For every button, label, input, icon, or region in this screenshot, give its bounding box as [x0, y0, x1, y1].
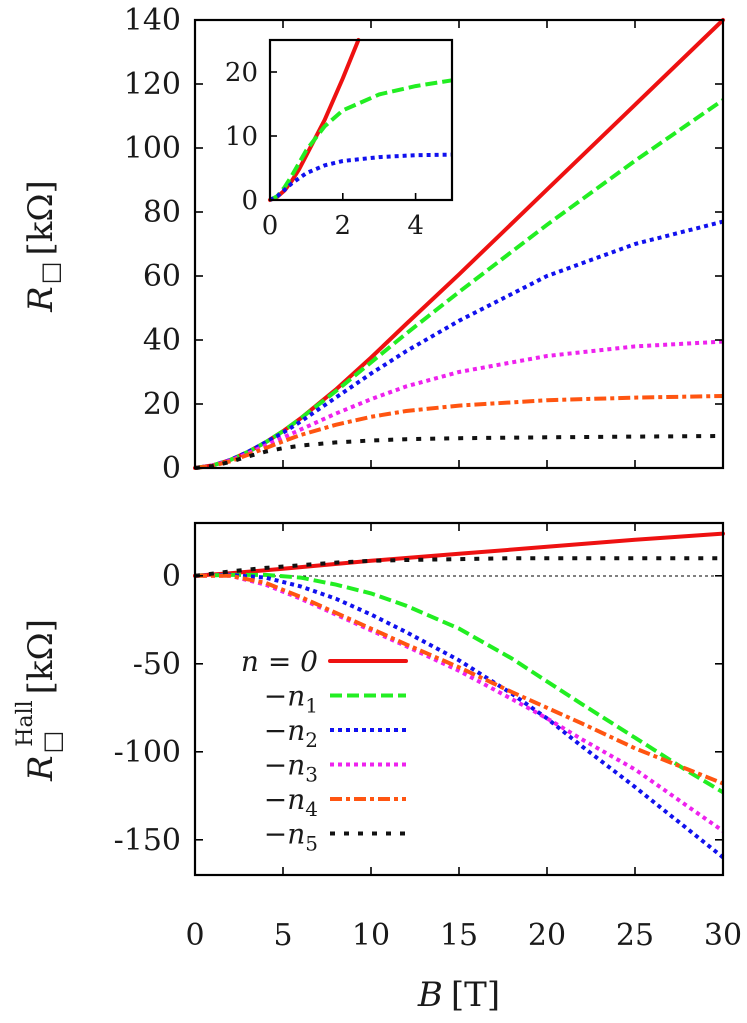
bottom-x-tick-label: 25 [616, 918, 654, 953]
bottom-y-axis-label: R□Hall[kΩ] [13, 619, 66, 782]
bottom-x-tick-label: 15 [440, 918, 478, 953]
bottom-series-n5-line [194, 556, 723, 578]
top-y-tick-label: 20 [143, 387, 181, 422]
inset-x-tick-label: 0 [262, 211, 279, 241]
bottom-x-tick-label: 30 [704, 918, 742, 953]
inset-plot-frame [268, 38, 454, 202]
bottom-panel: 0 -50 -100 -150 0 5 10 15 20 25 30 R□Hall[kΩ] B [T] [13, 521, 742, 1015]
bottom-series-n2-line [194, 572, 725, 859]
bottom-y-tick-label: -50 [133, 647, 181, 682]
bottom-y-tick-label: -100 [114, 735, 181, 770]
inset-ticks: 0 10 20 0 2 4 [225, 58, 424, 241]
legend-label: −n2 [264, 714, 318, 752]
top-y-tick-label: 140 [124, 3, 181, 38]
inset-series-n1-line [269, 78, 453, 202]
inset-x-tick-label: 4 [407, 211, 424, 241]
inset-panel: 0 10 20 0 2 4 [225, 38, 454, 241]
top-series-n2-line [194, 219, 724, 470]
bottom-x-tick-label: 10 [352, 918, 390, 953]
top-y-tick-label: 120 [124, 67, 181, 102]
legend-label: −n5 [264, 818, 318, 856]
legend-label: −n4 [264, 783, 318, 821]
inset-y-tick-label: 20 [225, 58, 258, 88]
bottom-x-tick-label: 0 [185, 918, 204, 953]
inset-background [270, 40, 452, 200]
top-y-tick-label: 80 [143, 195, 181, 230]
bottom-series-n3-line [195, 573, 725, 833]
x-axis-label: B [T] [417, 975, 500, 1015]
legend: n = 0−n1−n2−n3−n4−n5 [241, 645, 408, 856]
legend-label: −n1 [264, 680, 318, 718]
top-series-n1-line [194, 98, 725, 470]
legend-label: −n3 [264, 749, 318, 787]
bottom-y-tick-label: -150 [114, 823, 181, 858]
bottom-series-n1-line [194, 572, 725, 795]
bottom-series-n0-line [193, 531, 725, 578]
bottom-ticks: 0 -50 -100 -150 0 5 10 15 20 25 30 [114, 523, 742, 953]
bottom-series-n4-line [195, 573, 724, 786]
inset-series-group [268, 38, 453, 202]
top-y-tick-label: 40 [143, 323, 181, 358]
top-y-tick-label: 0 [162, 451, 181, 486]
top-series-n5-line [194, 434, 724, 470]
inset-x-tick-label: 2 [335, 211, 352, 241]
inset-y-tick-label: 10 [225, 122, 258, 152]
bottom-x-tick-label: 5 [273, 918, 292, 953]
top-y-tick-label: 60 [143, 259, 181, 294]
top-series-group [193, 18, 725, 470]
top-y-tick-label: 100 [124, 131, 181, 166]
bottom-y-tick-label: 0 [162, 559, 181, 594]
top-series-n4-line [194, 394, 724, 470]
bottom-series-group [193, 531, 725, 859]
bottom-x-tick-label: 20 [528, 918, 566, 953]
legend-label: n = 0 [241, 645, 318, 678]
inset-y-tick-label: 0 [241, 186, 258, 216]
top-y-axis-label: R□[kΩ] [21, 180, 64, 313]
